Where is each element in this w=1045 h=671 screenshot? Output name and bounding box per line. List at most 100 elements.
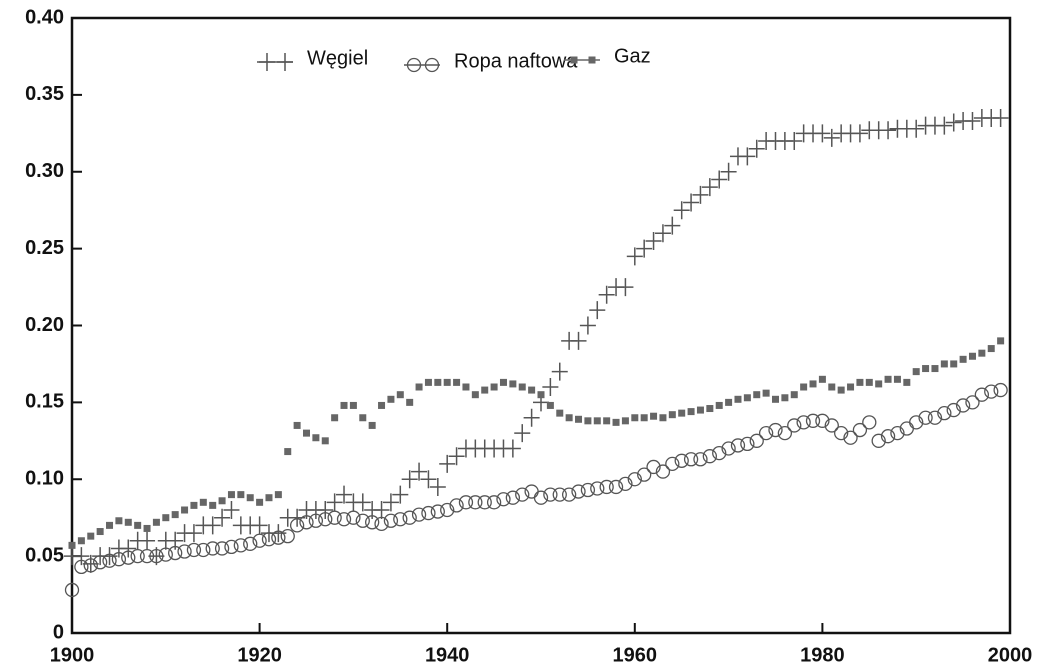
data-point: [83, 558, 98, 573]
data-point: [593, 417, 601, 425]
data-point: [987, 345, 995, 353]
data-point: [139, 531, 156, 550]
data-point: [101, 547, 118, 566]
data-point: [349, 401, 357, 409]
data-point: [524, 484, 539, 499]
data-point: [762, 389, 770, 397]
data-point: [946, 402, 961, 418]
data-point: [955, 398, 971, 413]
data-point: [909, 415, 924, 430]
data-point: [579, 316, 596, 335]
y-tick-label: 0.40: [25, 6, 64, 28]
data-point: [786, 132, 803, 150]
data-point: [392, 485, 409, 504]
legend-label: Gaz: [614, 45, 651, 67]
data-point: [336, 485, 353, 504]
data-point: [387, 395, 395, 403]
data-point: [121, 550, 136, 565]
data-point: [542, 378, 559, 396]
data-point: [922, 365, 930, 373]
y-tick-label: 0.35: [25, 83, 64, 105]
data-point: [758, 425, 774, 441]
data-point: [270, 524, 287, 543]
data-point: [106, 521, 114, 529]
data-point: [152, 518, 160, 526]
data-point: [965, 395, 980, 410]
data-point: [393, 512, 408, 527]
data-point: [190, 501, 198, 509]
data-point: [637, 467, 652, 482]
data-point: [185, 524, 202, 543]
data-point: [843, 430, 858, 445]
data-point: [992, 108, 1009, 127]
legend-marker: [570, 56, 578, 64]
data-point: [336, 512, 352, 527]
data-point: [111, 552, 127, 567]
data-point: [186, 542, 202, 558]
x-tick-label: 1940: [425, 644, 470, 666]
y-tick-label: 0.05: [25, 544, 64, 566]
data-point: [458, 495, 474, 510]
data-point: [880, 121, 897, 140]
data-point: [218, 497, 226, 505]
data-point: [92, 555, 108, 570]
data-point: [603, 417, 611, 425]
data-point: [912, 368, 920, 376]
data-point: [654, 224, 671, 243]
data-point: [664, 216, 681, 235]
data-point: [158, 547, 173, 562]
data-point: [852, 422, 868, 438]
data-point: [945, 113, 962, 132]
data-point: [429, 477, 446, 496]
data-point: [181, 506, 189, 514]
data-point: [411, 462, 428, 481]
data-point: [471, 391, 479, 399]
data-point: [205, 541, 220, 556]
data-point: [608, 479, 624, 495]
data-point: [280, 528, 295, 544]
data-point: [627, 472, 642, 487]
data-point: [346, 510, 361, 525]
data-point: [725, 398, 733, 406]
data-point: [354, 493, 371, 512]
data-point: [834, 425, 849, 441]
data-point: [790, 391, 798, 399]
data-point: [233, 538, 248, 553]
legend-label: Węgiel: [307, 47, 368, 69]
data-point: [678, 409, 686, 417]
data-point: [130, 548, 145, 564]
data-point: [580, 482, 596, 498]
data-point: [570, 331, 587, 350]
data-point: [856, 378, 864, 386]
data-point: [368, 421, 376, 429]
data-point: [865, 378, 873, 386]
data-point: [781, 394, 789, 402]
data-point: [706, 405, 714, 413]
data-point: [621, 417, 629, 425]
data-point: [293, 421, 301, 429]
data-point: [875, 380, 883, 388]
data-point: [420, 470, 437, 489]
data-point: [64, 582, 80, 598]
data-point: [504, 439, 521, 458]
data-point: [421, 505, 436, 521]
data-point: [177, 544, 192, 559]
data-point: [880, 429, 896, 444]
data-point: [847, 383, 855, 391]
data-point: [214, 508, 231, 527]
data-point: [753, 391, 761, 399]
plot-frame: [70, 16, 1012, 635]
data-point: [884, 375, 892, 383]
y-tick-label: 0: [53, 621, 64, 643]
data-point: [448, 447, 465, 466]
data-point: [303, 429, 310, 437]
data-point: [978, 349, 986, 357]
data-point: [139, 548, 155, 564]
data-point: [721, 441, 736, 456]
data-point: [402, 510, 417, 525]
data-point: [702, 449, 717, 464]
data-point: [659, 414, 667, 422]
data-point: [612, 418, 620, 426]
data-point: [261, 532, 277, 547]
